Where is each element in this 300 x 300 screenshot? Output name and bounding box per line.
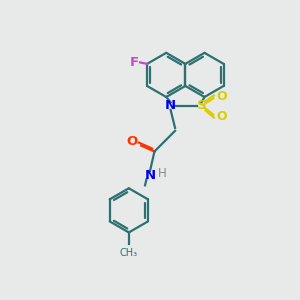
Text: O: O (217, 110, 227, 123)
Text: N: N (145, 169, 156, 182)
Text: F: F (130, 56, 139, 69)
Text: H: H (158, 167, 167, 180)
Text: CH₃: CH₃ (120, 248, 138, 258)
Text: N: N (165, 99, 176, 112)
Text: O: O (217, 91, 227, 103)
Text: O: O (127, 135, 138, 148)
Text: S: S (197, 99, 206, 112)
